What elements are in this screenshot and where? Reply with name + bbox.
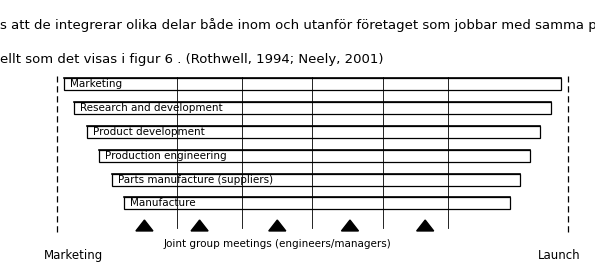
Text: ellt som det visas i figur 6 . (Rothwell, 1994; Neely, 2001): ellt som det visas i figur 6 . (Rothwell…	[0, 53, 384, 66]
Polygon shape	[136, 220, 153, 231]
Text: Research and development: Research and development	[80, 103, 223, 113]
Bar	[124, 197, 511, 209]
Text: Parts manufacture (suppliers): Parts manufacture (suppliers)	[118, 175, 273, 185]
Text: Marketing: Marketing	[44, 249, 104, 262]
Text: Production engineering: Production engineering	[105, 151, 227, 161]
Text: Marketing: Marketing	[70, 79, 123, 89]
Text: Launch: Launch	[538, 249, 581, 262]
Bar	[87, 126, 540, 138]
Bar	[99, 150, 531, 162]
Polygon shape	[342, 220, 359, 231]
Polygon shape	[269, 220, 286, 231]
Text: Joint group meetings (engineers/managers): Joint group meetings (engineers/managers…	[164, 239, 391, 249]
Bar	[64, 78, 560, 90]
Text: Product development: Product development	[93, 127, 205, 137]
Bar	[74, 102, 550, 114]
Polygon shape	[191, 220, 208, 231]
Text: s att de integrerar olika delar både inom och utanför företaget som jobbar med s: s att de integrerar olika delar både ino…	[0, 18, 595, 32]
Polygon shape	[416, 220, 434, 231]
Text: Manufacture: Manufacture	[130, 198, 196, 208]
Bar	[112, 173, 521, 186]
